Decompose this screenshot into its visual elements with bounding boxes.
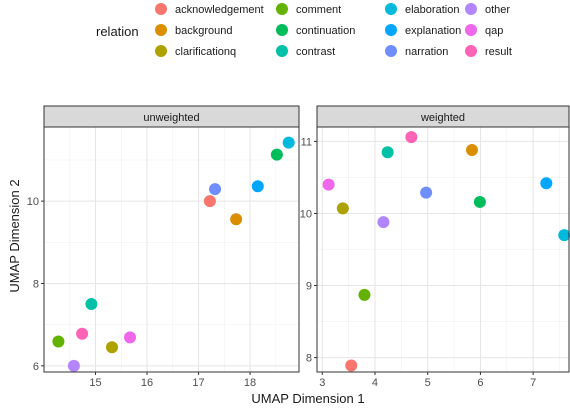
point-narration [209,183,222,196]
legend: relation acknowledgement background clarif… [96,3,512,58]
x-tick-label: 3 [319,377,325,389]
legend-key-acknowledgement [155,3,167,15]
panel-border [43,126,300,373]
legend-key-comment [276,3,288,15]
x-tick-label: 4 [372,377,378,389]
legend-item-narration: narration [385,45,448,58]
y-tick-label: 8 [306,353,312,365]
panel-weighted: weighted 3 4 5 6 7 8 9 10 11 [300,105,570,389]
point-qap [124,331,137,344]
legend-key-other [465,3,477,15]
legend-item-clarificationq: clarificationq [155,45,236,58]
x-axis-title: UMAP Dimension 1 [251,391,364,406]
x-tick-label: 7 [530,377,536,389]
legend-label-acknowledgement: acknowledgement [175,4,264,16]
legend-label-continuation: continuation [296,25,355,37]
point-elaboration [282,136,295,149]
point-explanation [251,180,264,193]
legend-key-continuation [276,24,288,36]
legend-key-qap [465,24,477,36]
point-result [76,327,89,340]
x-tick-label: 17 [192,377,204,389]
legend-label-result: result [485,46,512,58]
point-comment [52,335,65,348]
facet-panels: unweighted 15 16 17 18 6 8 10 weighted 3 4 5 6 7 8 9 10 1… [27,105,570,389]
x-tick-label: 6 [477,377,483,389]
panel-border [316,126,570,373]
legend-label-contrast: contrast [296,46,335,58]
point-result [405,131,418,144]
legend-key-narration [385,45,397,57]
legend-key-explanation [385,24,397,36]
y-tick-label: 9 [306,281,312,293]
y-axis-title: UMAP Dimension 2 [7,179,22,292]
point-background [230,213,243,226]
x-tick-label: 5 [425,377,431,389]
panel-strip-label: weighted [420,112,465,124]
legend-label-narration: narration [405,46,448,58]
legend-label-background: background [175,25,233,37]
point-continuation [473,195,486,208]
legend-item-result: result [465,45,512,58]
point-other [377,216,390,229]
data-points [52,136,295,372]
legend-title: relation [96,24,139,39]
legend-item-comment: comment [276,3,341,16]
point-comment [358,288,371,301]
y-tick-label: 10 [300,208,312,220]
legend-key-result [465,45,477,57]
point-contrast [381,146,394,159]
x-tick-label: 16 [141,377,153,389]
point-explanation [540,177,553,190]
point-qap [322,178,335,191]
gridlines [44,127,299,372]
point-clarificationq [106,341,118,354]
legend-key-clarificationq [155,45,167,57]
legend-item-qap: qap [465,24,503,37]
data-points [322,131,570,372]
legend-item-other: other [465,3,510,16]
point-clarificationq [336,202,349,215]
legend-label-comment: comment [296,4,341,16]
point-narration [420,186,433,199]
point-contrast [85,298,98,311]
legend-label-clarificationq: clarificationq [175,46,236,58]
legend-item-acknowledgement: acknowledgement [155,3,264,16]
legend-item-explanation: explanation [385,24,461,37]
y-tick-label: 11 [301,136,312,148]
legend-label-explanation: explanation [405,25,461,37]
y-tick-label: 10 [27,196,39,208]
legend-key-elaboration [385,3,397,15]
legend-key-contrast [276,45,288,57]
point-background [465,144,478,157]
panel-unweighted: unweighted 15 16 17 18 6 8 10 [27,105,300,389]
legend-label-qap: qap [485,25,503,37]
legend-key-background [155,24,167,36]
y-tick-label: 6 [33,361,39,373]
legend-label-other: other [485,4,510,16]
point-acknowledgement [345,359,358,372]
panel-strip-label: unweighted [143,112,199,124]
legend-item-elaboration: elaboration [385,3,459,16]
legend-item-contrast: contrast [276,45,335,58]
point-elaboration [558,229,570,242]
gridlines [317,127,569,372]
point-continuation [270,148,283,161]
legend-item-background: background [155,24,233,37]
point-acknowledgement [203,195,216,208]
point-other [67,359,80,372]
legend-label-elaboration: elaboration [405,4,459,16]
x-tick-label: 15 [89,377,101,389]
y-tick-label: 8 [33,278,39,290]
x-tick-label: 18 [244,377,256,389]
legend-item-continuation: continuation [276,24,355,37]
